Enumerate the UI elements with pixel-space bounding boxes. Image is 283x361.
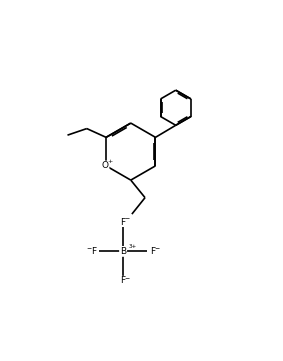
Text: −: − bbox=[154, 245, 160, 250]
Text: F: F bbox=[91, 247, 96, 256]
Text: 3+: 3+ bbox=[129, 244, 137, 249]
Text: F: F bbox=[121, 218, 126, 226]
Text: −: − bbox=[87, 245, 92, 250]
Text: F: F bbox=[121, 276, 126, 285]
Text: +: + bbox=[107, 160, 112, 164]
Text: B: B bbox=[120, 247, 126, 256]
Text: −: − bbox=[125, 216, 130, 221]
Text: F: F bbox=[150, 247, 155, 256]
Text: O: O bbox=[102, 161, 109, 170]
Text: −: − bbox=[125, 275, 130, 280]
